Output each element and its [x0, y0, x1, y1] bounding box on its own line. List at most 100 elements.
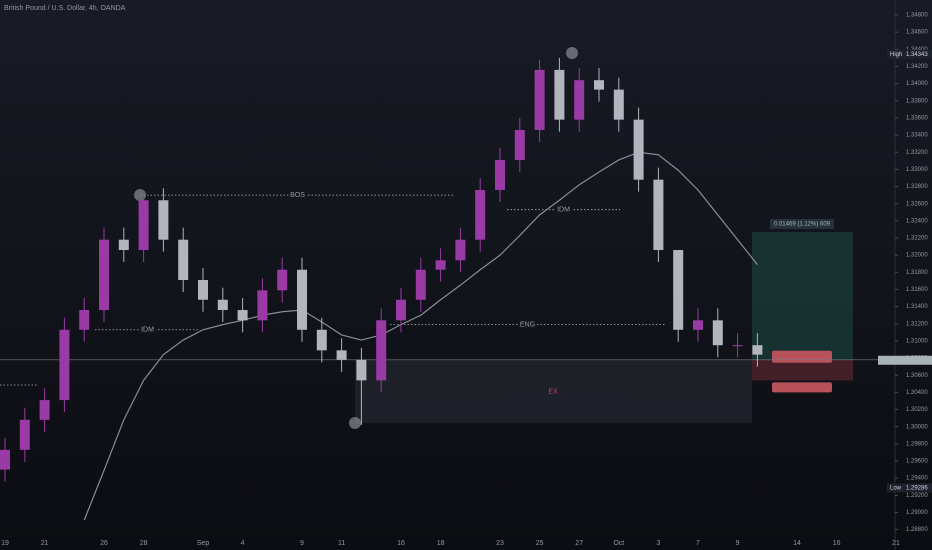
y-tick-label: 1.32000 [906, 253, 928, 259]
y-tick-label: 1.30400 [906, 390, 928, 396]
level-label-bg [518, 320, 537, 329]
x-tick-label: 21 [892, 540, 900, 547]
y-tick-label: 1.32400 [906, 218, 928, 224]
x-tick-label: 7 [696, 540, 700, 547]
y-tick-label: 1.29200 [906, 493, 928, 499]
position-label: 0.01469 (1.12%) 609 [774, 222, 831, 228]
x-tick-label: Sep [197, 540, 210, 547]
stop-zone [752, 359, 853, 381]
y-tick-label: 1.31800 [906, 270, 928, 276]
candle-body [198, 280, 208, 300]
candle-body [732, 345, 743, 347]
x-tick-label: 9 [300, 540, 304, 547]
candle-body [237, 310, 248, 321]
candle-body [376, 320, 387, 381]
y-tick-label: 1.31000 [906, 338, 928, 344]
y-tick-label: 1.30600 [906, 373, 928, 379]
y-tick-label: 1.29600 [906, 459, 928, 465]
candle-body [0, 449, 10, 470]
y-tick-label: 1.33000 [906, 167, 928, 173]
entry-tag [772, 350, 832, 363]
x-tick-label: 19 [1, 540, 9, 547]
candle-body [554, 69, 565, 120]
y-tick-label: 1.34000 [906, 81, 928, 87]
candle-body [19, 419, 30, 450]
candle-body [673, 250, 684, 330]
level-label-bg [288, 191, 307, 200]
swing-marker [566, 47, 578, 59]
y-tick-label: 1.33400 [906, 133, 928, 139]
candle-body [297, 269, 307, 330]
y-tick-label: 1.33200 [906, 150, 928, 156]
marker-value: 1.34343 [906, 52, 928, 58]
candle-body [178, 239, 189, 281]
candle-body [435, 260, 446, 270]
y-tick-label: 1.28800 [906, 527, 928, 533]
candle-body [39, 400, 50, 420]
candle-body [752, 345, 763, 355]
x-tick-label: 28 [140, 540, 148, 547]
swing-marker [134, 189, 146, 201]
candle-body [316, 329, 327, 351]
marker-label: Low [890, 485, 902, 491]
candle-body [455, 239, 466, 261]
level-label-bg [554, 205, 573, 214]
candle-body [594, 80, 604, 90]
x-tick-label: 18 [437, 540, 445, 547]
candle-body [99, 239, 109, 311]
y-tick-label: 1.34800 [906, 13, 928, 19]
candle-body [356, 359, 367, 381]
candle-body [79, 310, 90, 330]
y-tick-label: 1.33800 [906, 98, 928, 104]
x-tick-label: 21 [41, 540, 49, 547]
level-label: IDM [557, 207, 570, 214]
candle-body [138, 200, 149, 250]
x-tick-label: 26 [100, 540, 108, 547]
y-tick-label: 1.32800 [906, 184, 928, 190]
candle-body [574, 80, 585, 120]
moving-average [83, 151, 758, 521]
target-zone [752, 231, 853, 360]
x-tick-label: 3 [656, 540, 660, 547]
y-tick-label: 1.29800 [906, 441, 928, 447]
y-tick-label: 1.33600 [906, 116, 928, 122]
stop-tag [772, 382, 832, 393]
candle-body [217, 299, 228, 311]
candle-body [396, 299, 406, 321]
y-tick-label: 1.31400 [906, 304, 928, 310]
y-tick-label: 1.34200 [906, 64, 928, 70]
x-tick-label: 27 [575, 540, 583, 547]
candle-body [257, 290, 268, 321]
y-tick-label: 1.31600 [906, 287, 928, 293]
y-tick-label: 1.29000 [906, 510, 928, 516]
candle-body [118, 239, 129, 250]
level-label: IDM [141, 327, 154, 334]
x-tick-label: 25 [536, 540, 544, 547]
level-label-bg [138, 325, 157, 334]
x-tick-label: 11 [338, 540, 345, 547]
x-tick-label: Oct [613, 540, 624, 547]
y-tick-label: 1.32600 [906, 201, 928, 207]
marker-label: High [890, 52, 902, 58]
x-tick-label: 9 [736, 540, 740, 547]
position-label-box [770, 218, 834, 229]
x-tick-label: 16 [397, 540, 405, 547]
candle-body [712, 320, 723, 346]
candle-body [534, 69, 545, 130]
candle-body [633, 119, 644, 180]
candle-body [495, 159, 505, 190]
candle-body [653, 179, 664, 250]
candle-body [336, 350, 347, 360]
candle-body [59, 329, 70, 401]
level-label: BOS [290, 192, 305, 199]
zone [355, 359, 752, 424]
marker-value: 1.29286 [906, 485, 928, 491]
candle-body [475, 189, 486, 240]
x-tick-label: 16 [833, 540, 841, 547]
marker-bg [887, 49, 932, 59]
candle-body [514, 129, 525, 160]
y-tick-label: 1.31200 [906, 321, 928, 327]
x-tick-label: 23 [496, 540, 504, 547]
x-tick-label: 14 [793, 540, 801, 547]
